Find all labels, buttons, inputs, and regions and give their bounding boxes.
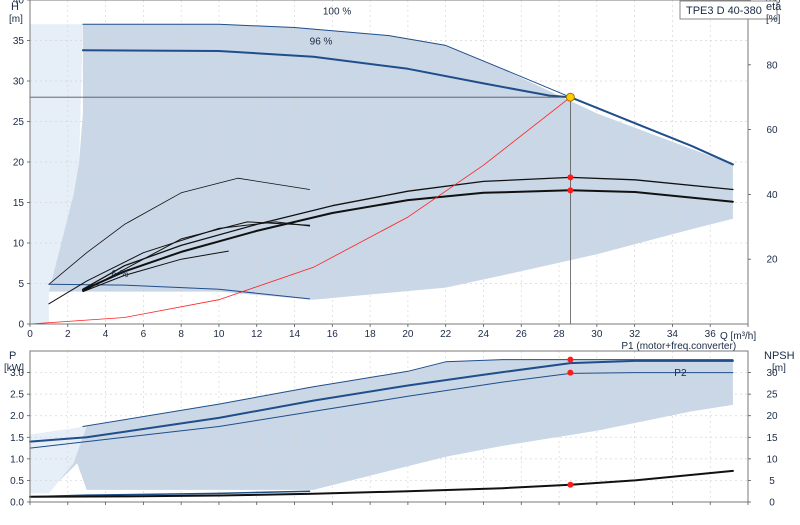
- x-tick-label: 12: [251, 329, 263, 340]
- x-tick-label: 14: [289, 329, 301, 340]
- flow-axis-label: Q [m³/h]: [720, 331, 756, 342]
- title-box: [679, 0, 778, 20]
- p1-96-line: [29, 359, 734, 443]
- p1-100-line: [82, 359, 734, 427]
- eta-black-2-line: [82, 176, 734, 290]
- x-tick-label: 10: [213, 329, 225, 340]
- npsh-axis-label: NPSH: [764, 350, 795, 362]
- y-tick-label: 2.0: [10, 411, 24, 422]
- x-tick-label: 16: [327, 329, 339, 340]
- eta-black-4-line: [82, 250, 229, 293]
- y-tick-label: 35: [13, 36, 25, 47]
- duty-point-marker: [567, 356, 574, 363]
- y2-tick-label: 20: [766, 255, 778, 266]
- y-tick-label: 2.5: [10, 390, 24, 401]
- duty-point-marker: [567, 187, 574, 194]
- x-tick-label: 4: [103, 329, 109, 340]
- x-tick-label: 24: [478, 329, 490, 340]
- y-tick-label: 5: [18, 279, 24, 290]
- y2-tick-label: 80: [766, 60, 778, 71]
- y-tick-label: 0: [18, 320, 24, 331]
- y2-tick-label: 10: [766, 454, 778, 465]
- y2-tick-label: 0: [769, 498, 775, 509]
- curve-annotation: 6 %: [111, 269, 128, 280]
- x-tick-label: 6: [141, 329, 147, 340]
- x-tick-label: 34: [667, 329, 679, 340]
- curve-annotation: 100 %: [323, 7, 351, 18]
- light-region-area: [30, 24, 83, 325]
- x-tick-label: 18: [365, 329, 377, 340]
- eta-black-6-line: [82, 221, 311, 293]
- plot-frame: [29, 350, 749, 503]
- head-axis-unit: [m]: [9, 14, 23, 25]
- y-tick-label: 20: [13, 158, 25, 169]
- y-tick-label: 40: [13, 0, 25, 7]
- y-tick-label: 15: [13, 198, 25, 209]
- head-axis-label: H: [11, 1, 19, 13]
- y-tick-label: 10: [13, 239, 25, 250]
- y2-tick-label: 60: [766, 125, 778, 136]
- x-tick-label: 30: [591, 329, 603, 340]
- eta-axis-unit: [%]: [766, 14, 781, 25]
- y2-tick-label: 15: [766, 433, 778, 444]
- eta-axis-label: eta: [766, 1, 782, 13]
- curve-annotation: P1 (motor+freq.converter): [621, 341, 736, 352]
- power-npsh-plot: 0.0 0.5 1.0 1.5 2.0 2.5 3.0 0 5 10 15 20 25 30 P1 (mot…: [10, 341, 778, 509]
- y2-tick-label: 30: [766, 368, 778, 379]
- y2-tick-label: 40: [766, 190, 778, 201]
- y-tick-label: 1.5: [10, 433, 24, 444]
- eta-black-3-line: [48, 221, 311, 305]
- x-tick-label: 26: [516, 329, 528, 340]
- min-curve-line: [48, 283, 311, 300]
- p2-96-line: [29, 372, 734, 449]
- power-axis-unit: [kW]: [4, 363, 24, 374]
- x-tick-label: 36: [705, 329, 717, 340]
- npsh-line: [29, 469, 734, 498]
- y2-tick-label: 25: [766, 390, 778, 401]
- curve-annotation: 96 %: [310, 37, 333, 48]
- x-tick-label: 28: [553, 329, 565, 340]
- pump-96-line: [81, 49, 734, 166]
- x-tick-label: 32: [629, 329, 641, 340]
- y-tick-label: 3.0: [10, 368, 24, 379]
- x-tick-label: 2: [65, 329, 71, 340]
- x-tick-label: 20: [402, 329, 414, 340]
- power-axis-label: P: [9, 350, 16, 362]
- chart-title: TPE3 D 40-380: [686, 5, 762, 17]
- system-curve-line: [29, 96, 571, 325]
- eta-black-1-line: [81, 189, 734, 291]
- y-tick-label: 0.5: [10, 476, 24, 487]
- x-tick-label: 22: [440, 329, 452, 340]
- y-tick-label: 1.0: [10, 454, 24, 465]
- duty-point-marker: [565, 92, 575, 102]
- x-tick-label: 0: [27, 329, 33, 340]
- duty-point-marker: [567, 174, 574, 181]
- y-tick-label: 0.0: [10, 498, 24, 509]
- envelope-area: [30, 359, 733, 494]
- y2-tick-label: 20: [766, 411, 778, 422]
- y-tick-label: 30: [13, 77, 25, 88]
- pump-100-line: [82, 23, 571, 98]
- duty-point-marker: [567, 369, 574, 376]
- curve-annotation: P2: [674, 368, 687, 379]
- y-tick-label: 25: [13, 117, 25, 128]
- eta-black-5-line: [48, 177, 310, 285]
- npsh-axis-unit: [m]: [772, 363, 786, 374]
- duty-point-marker: [567, 481, 574, 488]
- x-tick-label: 8: [178, 329, 184, 340]
- head-eta-plot: 0510152025303540204060801000246810121416…: [13, 0, 781, 340]
- y2-tick-label: 5: [769, 476, 775, 487]
